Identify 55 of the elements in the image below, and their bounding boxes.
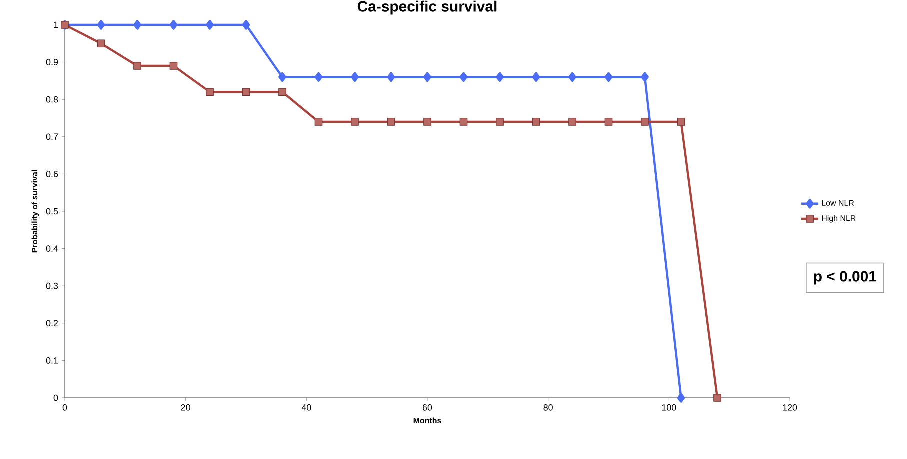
point (496, 118, 504, 126)
y-tick-label: 0.6 (46, 171, 58, 178)
point (170, 62, 178, 70)
y-tick-label: 0.8 (46, 96, 58, 103)
x-tick-label: 120 (783, 404, 798, 411)
point (424, 118, 432, 126)
point (641, 118, 649, 126)
point (604, 118, 613, 126)
point (532, 72, 540, 82)
point (351, 72, 359, 82)
point (604, 72, 613, 82)
point (170, 20, 178, 30)
point (206, 20, 214, 30)
point (532, 118, 540, 126)
y-tick-label: 0.1 (46, 358, 58, 364)
y-tick-label: 0.2 (46, 320, 58, 327)
point (714, 394, 722, 402)
point (460, 72, 468, 82)
x-tick-label: 20 (181, 404, 190, 411)
point (134, 62, 142, 70)
x-tick-label: 60 (422, 404, 432, 411)
x-tick-label: 100 (662, 404, 676, 411)
y-tick-label: 0 (54, 394, 58, 402)
point (314, 118, 323, 126)
point (460, 118, 468, 126)
text: p < 0.001 (814, 271, 877, 285)
point (278, 72, 286, 82)
y-tick-label: 0.3 (46, 282, 58, 290)
point (387, 118, 396, 126)
x-tick-label: 0 (62, 404, 68, 411)
point (387, 72, 396, 82)
point (97, 20, 106, 30)
y-tick-label: 0.5 (46, 208, 58, 215)
point (134, 20, 142, 30)
point (278, 88, 286, 96)
y-tick-label: 1 (54, 22, 58, 28)
point (677, 393, 686, 403)
point (568, 72, 576, 82)
point (314, 72, 323, 82)
point (568, 118, 576, 126)
point (242, 20, 250, 30)
y-tick-label: 0.4 (46, 246, 58, 252)
point (242, 88, 250, 96)
y-tick-label: 0.7 (46, 134, 58, 140)
point (424, 72, 432, 82)
point (641, 72, 649, 82)
point (206, 88, 214, 96)
x-tick-label: 40 (302, 404, 312, 411)
y-tick-label: 0.9 (46, 59, 58, 66)
point (677, 118, 686, 126)
point (351, 118, 359, 126)
point (496, 72, 504, 82)
chart-title: Ca-specific survival (358, 0, 497, 15)
point (97, 40, 106, 48)
x-tick-label: 80 (544, 404, 553, 411)
